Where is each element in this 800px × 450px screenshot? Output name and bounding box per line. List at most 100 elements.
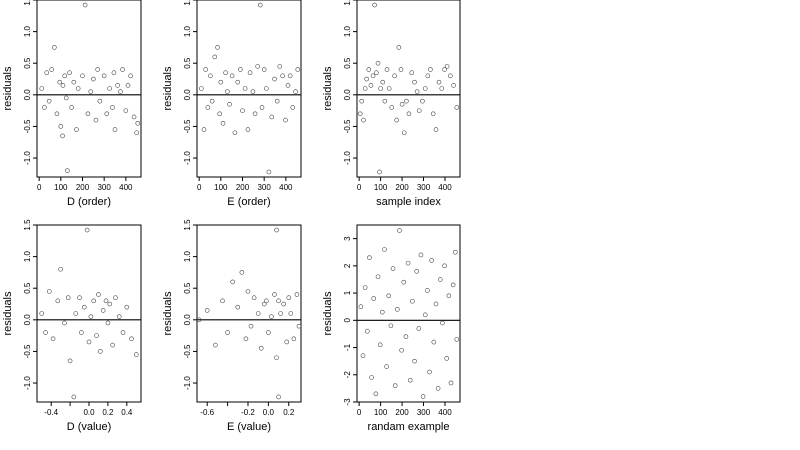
data-point [71, 394, 77, 400]
data-point [63, 95, 69, 101]
x-axis-label: randam example [368, 421, 450, 433]
data-point [433, 301, 439, 307]
y-tick-label: -2 [343, 371, 352, 379]
data-point [255, 311, 261, 316]
y-tick-label: 0.0 [183, 314, 192, 326]
y-tick-label: 0.5 [343, 57, 352, 69]
x-tick-label: 400 [438, 408, 452, 417]
data-point [133, 352, 139, 357]
data-point [444, 356, 449, 361]
data-point [284, 339, 290, 345]
data-point [384, 364, 389, 369]
data-point [110, 342, 115, 348]
data-point [420, 394, 426, 399]
x-tick-label: 400 [279, 183, 293, 192]
data-point [437, 277, 443, 282]
x-tick-label: 300 [97, 183, 111, 192]
data-point [414, 89, 420, 94]
data-point [230, 279, 235, 285]
data-point [422, 312, 428, 318]
data-point [403, 334, 409, 339]
data-point [65, 295, 71, 300]
data-point [442, 67, 447, 72]
data-point [416, 108, 422, 113]
data-point [442, 263, 447, 269]
data-point [91, 298, 97, 304]
x-axis-label: D (value) [67, 421, 112, 433]
data-point [430, 111, 436, 117]
data-point [435, 386, 441, 391]
y-axis-label: residuals [162, 291, 174, 336]
data-point [203, 67, 208, 72]
y-tick-label: 1.5 [343, 0, 352, 6]
data-point [295, 67, 301, 72]
data-point [412, 79, 417, 85]
y-tick-label: 1 [343, 290, 352, 295]
data-point [205, 105, 211, 110]
y-tick-label: -0.5 [343, 119, 352, 133]
data-point [42, 105, 47, 110]
data-point [239, 270, 245, 275]
data-point [46, 98, 52, 104]
data-point [407, 377, 413, 383]
data-point [238, 67, 243, 72]
data-point [204, 308, 210, 313]
data-point [389, 105, 395, 110]
plot-frame [196, 224, 302, 403]
data-point [369, 375, 374, 380]
data-point [293, 89, 298, 94]
data-point [60, 133, 65, 139]
x-tick-label: 0.0 [83, 408, 95, 417]
data-point [264, 86, 269, 91]
y-tick-label: -0.5 [183, 344, 192, 358]
data-point [243, 336, 249, 342]
data-point [93, 117, 99, 123]
plot-frame [356, 0, 461, 178]
data-point [370, 73, 376, 79]
data-point [444, 64, 450, 69]
data-point [101, 73, 107, 79]
chart-panel-2: 0 100 200 300 400 -1.0 -0.5 0.0 0.5 1.0 1.5 E (orde… [162, 0, 302, 208]
data-point [269, 114, 275, 120]
y-tick-label: -1.0 [183, 376, 192, 390]
data-point [269, 314, 274, 319]
data-point [392, 73, 397, 79]
data-point [448, 73, 453, 79]
x-tick-label: 100 [374, 183, 388, 192]
x-tick-label: -0.4 [44, 408, 58, 417]
y-axis-label: residuals [322, 291, 334, 336]
y-tick-label: 1.0 [183, 250, 192, 262]
data-point [223, 70, 228, 75]
data-point [62, 320, 67, 326]
y-tick-label: -0.5 [183, 119, 192, 133]
x-tick-label: 200 [395, 408, 409, 417]
data-point [428, 67, 433, 72]
data-point [215, 45, 220, 50]
data-point [80, 73, 85, 79]
y-axis-label: residuals [162, 66, 174, 111]
data-point [123, 108, 129, 113]
data-point [62, 73, 68, 79]
data-point [225, 330, 230, 335]
x-tick-label: 300 [417, 183, 431, 192]
data-point [361, 117, 366, 123]
data-point [287, 73, 293, 79]
data-point [217, 111, 223, 117]
data-point [406, 111, 412, 117]
y-tick-label: 0.0 [343, 89, 352, 101]
y-tick-label: -1.0 [23, 151, 32, 165]
data-point [377, 169, 382, 175]
data-point [375, 60, 381, 66]
data-point [291, 336, 297, 342]
data-point [454, 337, 460, 342]
data-point [88, 314, 94, 319]
x-tick-label: 0 [357, 183, 362, 192]
data-point [357, 111, 363, 117]
data-point [374, 70, 379, 75]
y-axis-label: residuals [322, 66, 334, 111]
x-tick-label: 0.2 [283, 408, 295, 417]
data-point [261, 301, 267, 307]
data-point [259, 105, 265, 110]
data-point [436, 79, 442, 85]
